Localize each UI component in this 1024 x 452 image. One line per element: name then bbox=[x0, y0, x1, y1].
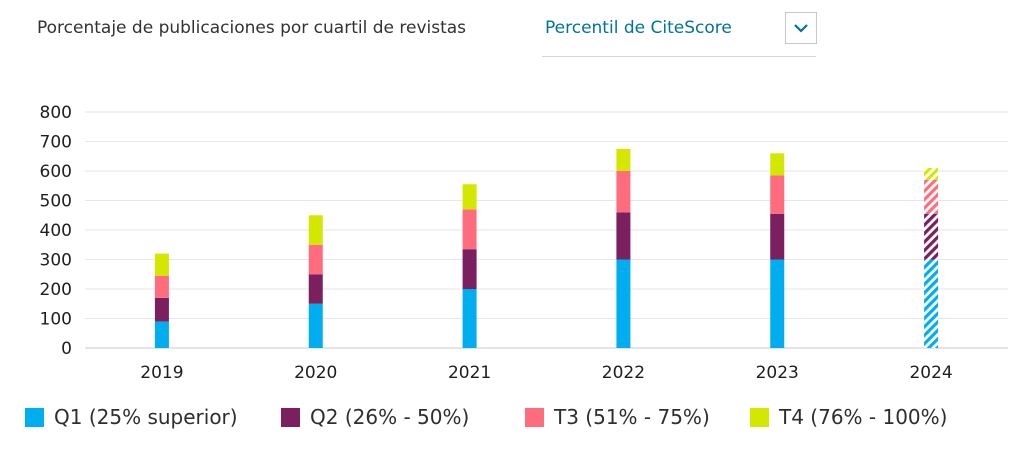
legend-item[interactable]: T3 (51% - 75%) bbox=[525, 405, 710, 429]
legend-item[interactable]: T4 (76% - 100%) bbox=[750, 405, 947, 429]
bar-segment[interactable] bbox=[770, 213, 785, 260]
bar-segment[interactable] bbox=[308, 303, 323, 348]
x-tick-label: 2020 bbox=[294, 363, 337, 383]
x-tick-label: 2022 bbox=[602, 363, 645, 383]
bar-segment[interactable] bbox=[924, 168, 939, 180]
legend-swatch bbox=[750, 407, 769, 427]
bar-segment[interactable] bbox=[462, 184, 477, 210]
legend-item[interactable]: Q1 (25% superior) bbox=[25, 405, 238, 429]
legend-swatch bbox=[281, 407, 300, 427]
chart-title: Porcentaje de publicaciones por cuartil … bbox=[37, 18, 467, 38]
bar-segment[interactable] bbox=[616, 259, 631, 349]
bar-segment[interactable] bbox=[924, 179, 939, 214]
chevron-down-icon bbox=[794, 24, 808, 33]
y-tick-label: 400 bbox=[40, 221, 72, 241]
bar-segment[interactable] bbox=[462, 289, 477, 348]
bar-segment[interactable] bbox=[154, 297, 169, 322]
x-tick-label: 2024 bbox=[909, 363, 952, 383]
bar-segment[interactable] bbox=[462, 249, 477, 289]
metric-selector[interactable]: Percentil de CiteScore bbox=[542, 12, 817, 57]
bar-segment[interactable] bbox=[616, 148, 631, 171]
bar-segment[interactable] bbox=[308, 244, 323, 275]
y-tick-label: 600 bbox=[40, 162, 72, 182]
bar-segment[interactable] bbox=[924, 259, 939, 349]
bar-segment[interactable] bbox=[154, 321, 169, 348]
bar-segment[interactable] bbox=[154, 253, 169, 276]
bar-segment[interactable] bbox=[770, 175, 785, 214]
bar-segment[interactable] bbox=[616, 212, 631, 260]
legend-swatch bbox=[525, 407, 544, 427]
y-tick-label: 200 bbox=[40, 280, 72, 300]
bar-segment[interactable] bbox=[308, 215, 323, 245]
legend-label: T3 (51% - 75%) bbox=[554, 405, 710, 429]
metric-selector-value[interactable]: Percentil de CiteScore bbox=[545, 18, 732, 38]
bar-segment[interactable] bbox=[462, 209, 477, 250]
bar-segment[interactable] bbox=[616, 171, 631, 213]
y-tick-label: 100 bbox=[40, 310, 72, 330]
bar-segment[interactable] bbox=[770, 259, 785, 349]
y-tick-label: 300 bbox=[40, 251, 72, 271]
legend-label: Q2 (26% - 50%) bbox=[310, 405, 470, 429]
x-tick-label: 2023 bbox=[756, 363, 799, 383]
bar-segment[interactable] bbox=[924, 213, 939, 260]
bar-segment[interactable] bbox=[308, 274, 323, 304]
x-tick-label: 2021 bbox=[448, 363, 491, 383]
x-tick-label: 2019 bbox=[140, 363, 183, 383]
legend-swatch bbox=[25, 407, 44, 427]
bar-segment[interactable] bbox=[770, 153, 785, 176]
legend-label: Q1 (25% superior) bbox=[54, 405, 238, 429]
legend-label: T4 (76% - 100%) bbox=[779, 405, 948, 429]
y-tick-label: 500 bbox=[40, 192, 72, 212]
dropdown-button[interactable] bbox=[785, 12, 817, 44]
bar-segment[interactable] bbox=[154, 275, 169, 298]
legend-item[interactable]: Q2 (26% - 50%) bbox=[281, 405, 469, 429]
y-tick-label: 800 bbox=[40, 103, 72, 123]
stacked-bar-chart: 0 100 200 300 400 500 600 700 800 2019 2020 2021 202… bbox=[40, 103, 1008, 383]
y-tick-label: 700 bbox=[40, 133, 72, 153]
y-tick-label: 0 bbox=[61, 339, 72, 359]
